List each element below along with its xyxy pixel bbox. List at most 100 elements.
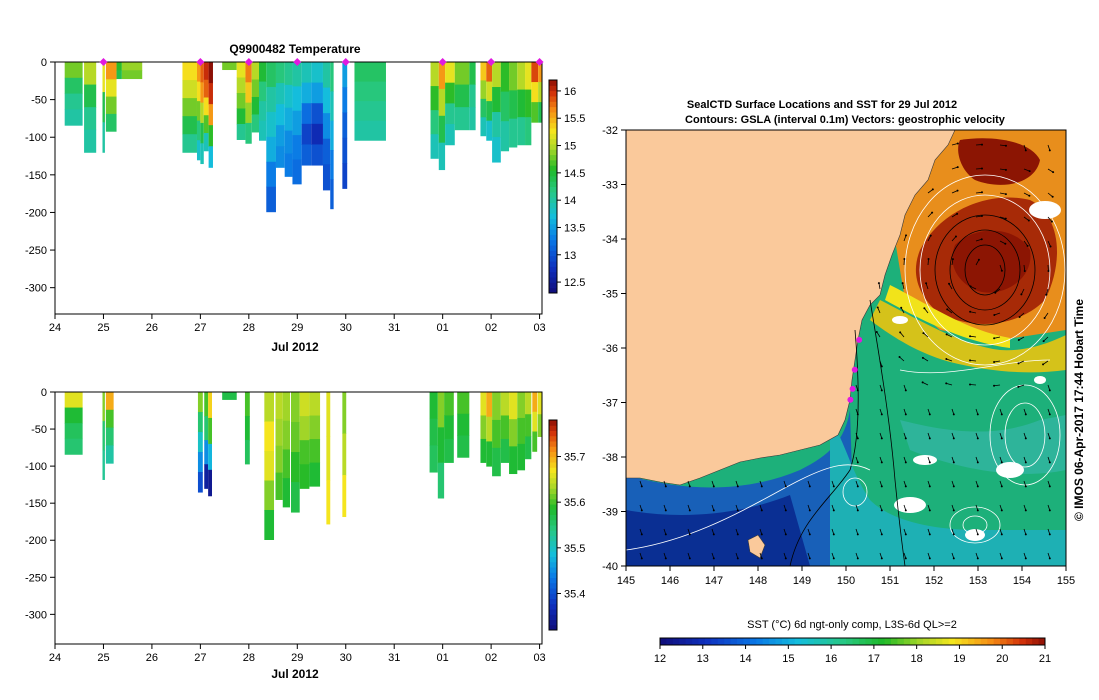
velocity-arrow-head bbox=[904, 485, 907, 488]
velocity-arrow-head bbox=[904, 461, 907, 464]
contour-line bbox=[934, 214, 1036, 326]
velocity-arrow bbox=[1018, 336, 1025, 341]
velocity-arrow-head bbox=[952, 437, 955, 440]
profile-cell bbox=[509, 90, 518, 120]
colorbar-swatch bbox=[549, 624, 557, 631]
profile-cell bbox=[203, 62, 209, 81]
velocity-arrow-head bbox=[760, 557, 763, 560]
profile-cell bbox=[197, 432, 203, 453]
profile-cell bbox=[437, 462, 445, 499]
profile-cell bbox=[525, 392, 532, 415]
velocity-arrow-head bbox=[969, 285, 972, 288]
velocity-arrow-head bbox=[832, 509, 835, 512]
velocity-arrow bbox=[903, 235, 907, 242]
profile-cell bbox=[200, 122, 204, 144]
velocity-arrow bbox=[922, 381, 929, 386]
contour-line bbox=[869, 299, 906, 566]
profile-cell bbox=[259, 120, 267, 141]
profile-cell bbox=[203, 97, 209, 116]
velocity-arrow bbox=[925, 283, 929, 290]
profile-cell bbox=[492, 62, 501, 88]
profile-cell bbox=[538, 62, 543, 83]
profile-cell bbox=[509, 62, 518, 91]
map-subtitle: Contours: GSLA (interval 0.1m) Vectors: … bbox=[685, 114, 1006, 126]
velocity-arrow-head bbox=[832, 533, 835, 536]
profile-cell bbox=[342, 163, 348, 189]
profile-cell bbox=[301, 82, 312, 104]
profile-cell bbox=[480, 392, 487, 416]
colorbar-swatch bbox=[549, 111, 557, 118]
velocity-arrow-head bbox=[1028, 170, 1031, 173]
profile-cell bbox=[275, 104, 285, 126]
profile-cell bbox=[326, 479, 331, 525]
profile-cell bbox=[203, 79, 209, 99]
velocity-arrow-head bbox=[921, 381, 924, 384]
profile-cell bbox=[182, 62, 197, 81]
profile-cell bbox=[259, 62, 267, 83]
velocity-arrow-head bbox=[927, 258, 930, 261]
profile-cell bbox=[354, 81, 386, 102]
velocity-arrow-head bbox=[876, 306, 879, 309]
profile-cell bbox=[430, 62, 439, 87]
colorbar-tick-label: 17 bbox=[868, 653, 880, 665]
profile-cell bbox=[301, 144, 312, 166]
velocity-arrow-head bbox=[980, 238, 983, 241]
colorbar-swatch bbox=[961, 638, 969, 645]
velocity-arrow-head bbox=[976, 485, 979, 488]
profile-cell bbox=[282, 420, 291, 450]
velocity-arrow-head bbox=[808, 557, 811, 560]
colorbar-swatch bbox=[549, 85, 557, 92]
velocity-arrow bbox=[999, 216, 1006, 220]
x-tick-label: 02 bbox=[485, 322, 497, 334]
velocity-arrow-head bbox=[760, 533, 763, 536]
velocity-arrow-head bbox=[905, 234, 908, 237]
colorbar-swatch bbox=[549, 287, 557, 294]
profile-cell bbox=[292, 86, 302, 112]
profile-cell bbox=[500, 91, 510, 122]
profile-cell bbox=[290, 392, 300, 423]
colorbar-swatch bbox=[660, 638, 667, 645]
profile-cell bbox=[537, 392, 542, 415]
y-tick-label: -150 bbox=[25, 170, 47, 182]
velocity-arrow-head bbox=[1000, 485, 1003, 488]
colorbar-swatch bbox=[968, 638, 975, 645]
profile-cell bbox=[264, 421, 275, 452]
profile-cell bbox=[245, 62, 252, 83]
colorbar-swatch bbox=[549, 488, 557, 494]
profile-cell bbox=[299, 464, 310, 489]
velocity-arrow-head bbox=[832, 557, 835, 560]
profile-cell bbox=[438, 62, 446, 90]
colorbar-swatch bbox=[549, 149, 557, 156]
velocity-arrow-head bbox=[1045, 293, 1048, 296]
profile-cell bbox=[290, 452, 300, 483]
colorbar-swatch bbox=[549, 451, 557, 458]
profile-cell bbox=[525, 117, 532, 146]
velocity-arrow-head bbox=[1000, 413, 1003, 416]
contour-line bbox=[789, 329, 859, 566]
x-tick-label: 01 bbox=[437, 322, 449, 334]
profile-cell bbox=[64, 438, 83, 455]
velocity-arrow-head bbox=[948, 282, 951, 285]
profile-cell bbox=[480, 415, 487, 440]
profile-cell bbox=[486, 120, 493, 141]
profile-cell bbox=[64, 93, 83, 110]
profile-cell bbox=[275, 83, 285, 105]
colorbar-swatch bbox=[549, 614, 557, 620]
profile-cell bbox=[203, 133, 209, 152]
colorbar-swatch bbox=[549, 446, 557, 452]
profile-cell bbox=[438, 115, 446, 144]
colorbar-tick-label: 14 bbox=[739, 653, 751, 665]
profile-cell bbox=[182, 116, 197, 135]
velocity-arrow-head bbox=[976, 557, 979, 560]
colorbar-swatch bbox=[762, 638, 770, 645]
velocity-arrow-head bbox=[1024, 557, 1027, 560]
salinity-colorbar: 35.4 35.5 35.6 35.7 bbox=[548, 419, 585, 631]
profile-cell bbox=[116, 70, 122, 80]
velocity-arrow bbox=[999, 240, 1006, 245]
colorbar-swatch bbox=[549, 572, 557, 578]
profile-cell bbox=[292, 110, 302, 136]
colorbar-swatch bbox=[871, 638, 879, 645]
lon-tick-label: 145 bbox=[617, 575, 635, 587]
colorbar-swatch bbox=[549, 598, 557, 605]
colorbar-swatch bbox=[549, 472, 557, 479]
